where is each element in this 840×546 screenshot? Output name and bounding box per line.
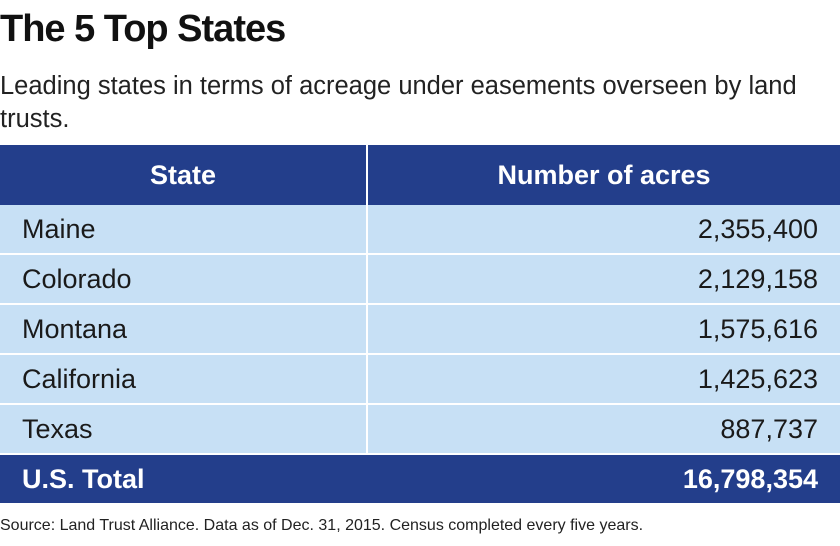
acres-cell: 1,425,623 <box>367 354 840 405</box>
state-cell: Montana <box>0 304 368 355</box>
table-row: Colorado 2,129,158 <box>0 254 840 305</box>
total-label: U.S. Total <box>0 454 367 503</box>
state-cell: Colorado <box>0 254 368 305</box>
table-row: Montana 1,575,616 <box>0 304 840 355</box>
column-header-state: State <box>0 145 368 205</box>
total-value: 16,798,354 <box>367 454 840 503</box>
data-table: State Number of acres Maine 2,355,400 Co… <box>0 145 840 503</box>
state-cell: Maine <box>0 205 368 255</box>
column-header-acres: Number of acres <box>367 145 840 205</box>
source-note: Source: Land Trust Alliance. Data as of … <box>0 517 644 534</box>
table-row: California 1,425,623 <box>0 354 840 405</box>
acres-cell: 887,737 <box>367 404 840 455</box>
acres-cell: 2,355,400 <box>367 205 840 255</box>
subtitle: Leading states in terms of acreage under… <box>0 72 797 133</box>
table-row: Maine 2,355,400 <box>0 205 840 255</box>
acres-cell: 2,129,158 <box>367 254 840 305</box>
table-header-row: State Number of acres <box>0 145 840 205</box>
state-cell: Texas <box>0 404 368 455</box>
state-cell: California <box>0 354 368 405</box>
acres-cell: 1,575,616 <box>367 304 840 355</box>
page-title: The 5 Top States <box>0 8 286 50</box>
table-row: Texas 887,737 <box>0 404 840 455</box>
total-row: U.S. Total 16,798,354 <box>0 454 840 503</box>
